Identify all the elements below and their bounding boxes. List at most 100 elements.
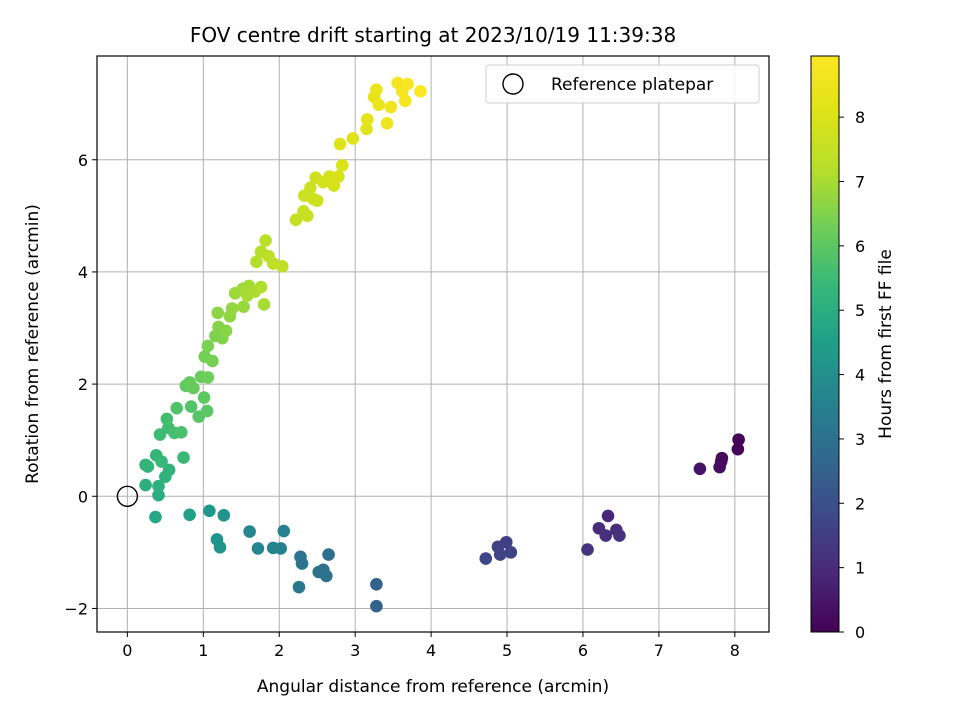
y-tick-label: 4 xyxy=(78,263,88,282)
data-point xyxy=(493,548,507,561)
data-point xyxy=(251,542,265,555)
grid-lines xyxy=(97,56,769,632)
legend-label: Reference platepar xyxy=(551,75,713,95)
colorbar-tick-label: 1 xyxy=(855,559,865,578)
data-point xyxy=(243,525,256,538)
colorbar-tick-label: 8 xyxy=(855,108,865,127)
data-point xyxy=(197,391,211,404)
data-points xyxy=(139,76,745,613)
data-point xyxy=(370,83,383,96)
reference-point xyxy=(116,485,139,507)
colorbar-ticks: 0 1 2 3 4 5 6 7 8 xyxy=(839,108,865,642)
data-point xyxy=(384,100,398,114)
data-point xyxy=(250,255,263,269)
y-tick-label: 6 xyxy=(78,151,88,170)
data-point xyxy=(153,428,167,441)
data-point xyxy=(361,113,374,126)
data-point xyxy=(200,404,214,418)
data-point xyxy=(213,541,227,554)
data-point xyxy=(731,442,745,456)
data-point xyxy=(201,339,215,353)
data-point xyxy=(380,117,394,130)
data-point xyxy=(183,508,196,522)
colorbar-tick-label: 6 xyxy=(855,237,865,256)
data-point xyxy=(322,548,335,561)
data-point xyxy=(203,504,216,518)
data-point xyxy=(346,132,360,145)
x-axis-ticks: 0 1 2 3 4 5 6 7 8 xyxy=(122,632,740,660)
data-point xyxy=(292,580,306,594)
colorbar-tick-label: 3 xyxy=(855,430,865,449)
y-tick-label: 0 xyxy=(78,487,88,506)
legend: Reference platepar xyxy=(485,64,760,104)
y-tick-label: −2 xyxy=(64,599,88,618)
data-point xyxy=(295,557,309,570)
x-tick-label: 0 xyxy=(122,641,132,660)
data-point xyxy=(257,298,271,311)
data-point xyxy=(360,122,373,136)
x-tick-label: 3 xyxy=(350,641,360,660)
data-point xyxy=(599,529,613,542)
data-point xyxy=(184,400,198,413)
colorbar-tick-label: 0 xyxy=(855,623,865,642)
colorbar-label: Hours from first FF file xyxy=(876,249,896,439)
legend-box xyxy=(485,64,760,104)
data-point xyxy=(479,552,493,565)
reference-marker xyxy=(116,485,139,507)
x-tick-label: 1 xyxy=(198,641,208,660)
data-point xyxy=(275,260,289,273)
data-point xyxy=(370,599,383,613)
data-point xyxy=(237,300,250,314)
x-tick-label: 2 xyxy=(274,641,284,660)
data-point xyxy=(401,77,414,91)
y-tick-label: 2 xyxy=(78,375,88,394)
data-point xyxy=(304,181,317,195)
data-point xyxy=(206,354,219,368)
plot-frame xyxy=(96,55,770,633)
data-point xyxy=(177,451,190,464)
data-point xyxy=(225,302,239,315)
data-point xyxy=(312,565,326,579)
data-point xyxy=(141,460,155,473)
data-point xyxy=(174,426,188,439)
data-point xyxy=(162,463,176,477)
data-point xyxy=(289,213,303,227)
x-tick-label: 7 xyxy=(654,641,664,660)
data-point xyxy=(201,371,215,384)
data-point xyxy=(310,194,324,208)
data-point xyxy=(504,546,518,559)
data-point xyxy=(187,381,200,395)
data-point xyxy=(333,137,347,151)
x-tick-label: 4 xyxy=(426,641,436,660)
y-axis-ticks: −2 0 2 4 6 xyxy=(64,151,97,618)
data-point xyxy=(693,462,707,476)
colorbar xyxy=(810,55,840,633)
colorbar-tick-label: 4 xyxy=(855,366,865,385)
colorbar-tick-label: 2 xyxy=(855,494,865,513)
legend-marker xyxy=(502,73,524,95)
data-point xyxy=(732,433,745,446)
data-point xyxy=(613,529,626,542)
data-point xyxy=(332,170,345,183)
data-point xyxy=(139,478,152,492)
data-point xyxy=(601,509,615,523)
colorbar-tick-label: 7 xyxy=(855,172,865,191)
chart-title: FOV centre drift starting at 2023/10/19 … xyxy=(190,23,676,47)
data-point xyxy=(266,541,280,555)
x-axis-label: Angular distance from reference (arcmin) xyxy=(257,677,609,697)
data-point xyxy=(152,488,165,502)
colorbar-tick-label: 5 xyxy=(855,301,865,320)
data-point xyxy=(335,159,349,172)
x-tick-label: 8 xyxy=(730,641,740,660)
data-point xyxy=(160,412,174,426)
data-point xyxy=(152,479,165,493)
data-point xyxy=(170,401,184,415)
data-point xyxy=(155,455,168,468)
data-point xyxy=(301,209,314,223)
data-point xyxy=(581,543,594,556)
y-axis-label: Rotation from reference (arcmin) xyxy=(23,204,43,484)
x-tick-label: 6 xyxy=(578,641,588,660)
data-point xyxy=(713,460,726,474)
data-point xyxy=(219,324,233,338)
